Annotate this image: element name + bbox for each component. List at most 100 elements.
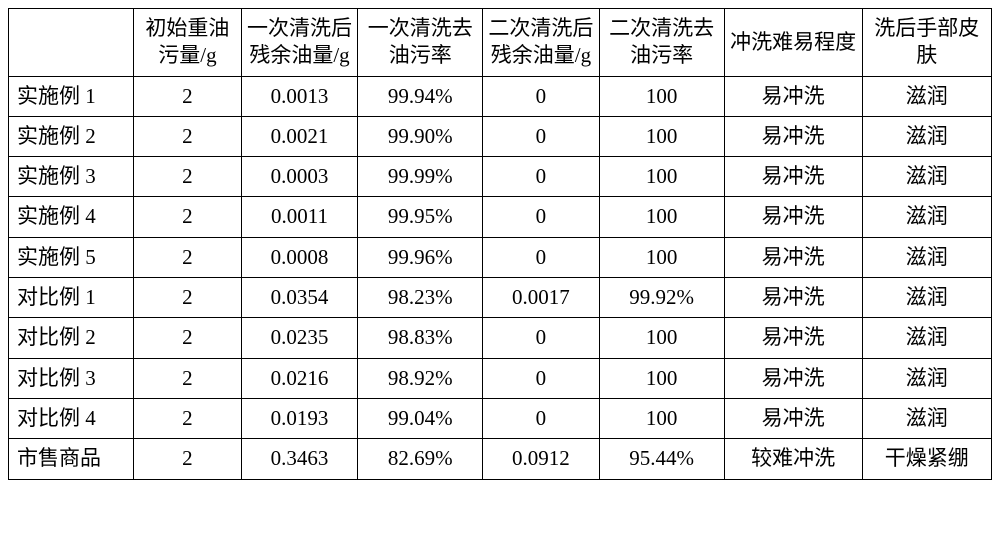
cell: 99.99% [358, 157, 483, 197]
cell: 100 [599, 358, 724, 398]
row-label: 实施例 3 [9, 157, 134, 197]
row-label: 实施例 5 [9, 237, 134, 277]
table-header-row: 初始重油污量/g 一次清洗后残余油量/g 一次清洗去油污率 二次清洗后残余油量/… [9, 9, 992, 77]
cell: 滋润 [862, 358, 991, 398]
cell: 易冲洗 [724, 116, 862, 156]
table-row: 对比例 4 2 0.0193 99.04% 0 100 易冲洗 滋润 [9, 398, 992, 438]
cell: 滋润 [862, 318, 991, 358]
cell: 98.83% [358, 318, 483, 358]
col-header-first-removal-rate: 一次清洗去油污率 [358, 9, 483, 77]
cell: 0.0235 [241, 318, 357, 358]
cell: 100 [599, 157, 724, 197]
table-row: 实施例 1 2 0.0013 99.94% 0 100 易冲洗 滋润 [9, 76, 992, 116]
cell: 2 [134, 398, 242, 438]
row-label: 实施例 2 [9, 116, 134, 156]
cell: 0 [483, 318, 599, 358]
row-label: 对比例 4 [9, 398, 134, 438]
cell: 滋润 [862, 237, 991, 277]
cell: 易冲洗 [724, 398, 862, 438]
cell: 0.0354 [241, 278, 357, 318]
cell: 0.0008 [241, 237, 357, 277]
cell: 100 [599, 237, 724, 277]
cell: 2 [134, 439, 242, 479]
row-label: 实施例 4 [9, 197, 134, 237]
cell: 0.0011 [241, 197, 357, 237]
row-label: 对比例 1 [9, 278, 134, 318]
cell: 易冲洗 [724, 157, 862, 197]
cell: 100 [599, 197, 724, 237]
table-row: 对比例 1 2 0.0354 98.23% 0.0017 99.92% 易冲洗 … [9, 278, 992, 318]
cell: 0.3463 [241, 439, 357, 479]
cell: 易冲洗 [724, 318, 862, 358]
cell: 98.23% [358, 278, 483, 318]
cell: 滋润 [862, 76, 991, 116]
table-row: 对比例 3 2 0.0216 98.92% 0 100 易冲洗 滋润 [9, 358, 992, 398]
table-body: 实施例 1 2 0.0013 99.94% 0 100 易冲洗 滋润 实施例 2… [9, 76, 992, 479]
col-header-initial-oil: 初始重油污量/g [134, 9, 242, 77]
table-row: 实施例 2 2 0.0021 99.90% 0 100 易冲洗 滋润 [9, 116, 992, 156]
cell: 95.44% [599, 439, 724, 479]
row-label: 对比例 3 [9, 358, 134, 398]
table-row: 实施例 5 2 0.0008 99.96% 0 100 易冲洗 滋润 [9, 237, 992, 277]
cell: 0 [483, 398, 599, 438]
cell: 滋润 [862, 398, 991, 438]
cell: 98.92% [358, 358, 483, 398]
cell: 2 [134, 76, 242, 116]
table-row: 实施例 3 2 0.0003 99.99% 0 100 易冲洗 滋润 [9, 157, 992, 197]
cell: 0.0013 [241, 76, 357, 116]
cell: 0 [483, 116, 599, 156]
cell: 易冲洗 [724, 358, 862, 398]
cell: 100 [599, 398, 724, 438]
cell: 易冲洗 [724, 237, 862, 277]
col-header-first-residual: 一次清洗后残余油量/g [241, 9, 357, 77]
row-label: 市售商品 [9, 439, 134, 479]
cell: 0 [483, 237, 599, 277]
cell: 2 [134, 197, 242, 237]
cell: 易冲洗 [724, 197, 862, 237]
table-row: 对比例 2 2 0.0235 98.83% 0 100 易冲洗 滋润 [9, 318, 992, 358]
cell: 0.0003 [241, 157, 357, 197]
cell: 99.94% [358, 76, 483, 116]
cell: 2 [134, 157, 242, 197]
cell: 0 [483, 76, 599, 116]
table-row: 市售商品 2 0.3463 82.69% 0.0912 95.44% 较难冲洗 … [9, 439, 992, 479]
cell: 2 [134, 358, 242, 398]
table-row: 实施例 4 2 0.0011 99.95% 0 100 易冲洗 滋润 [9, 197, 992, 237]
cell: 0.0912 [483, 439, 599, 479]
col-header-skin-after: 洗后手部皮肤 [862, 9, 991, 77]
cell: 0 [483, 358, 599, 398]
cell: 0.0017 [483, 278, 599, 318]
cell: 滋润 [862, 157, 991, 197]
cell: 99.92% [599, 278, 724, 318]
cell: 2 [134, 318, 242, 358]
cell: 2 [134, 116, 242, 156]
cell: 100 [599, 116, 724, 156]
cell: 100 [599, 76, 724, 116]
cell: 0.0193 [241, 398, 357, 438]
row-label: 实施例 1 [9, 76, 134, 116]
col-header-rinse-ease: 冲洗难易程度 [724, 9, 862, 77]
cell: 易冲洗 [724, 278, 862, 318]
data-table: 初始重油污量/g 一次清洗后残余油量/g 一次清洗去油污率 二次清洗后残余油量/… [8, 8, 992, 480]
cell: 0.0021 [241, 116, 357, 156]
col-header-blank [9, 9, 134, 77]
col-header-second-removal-rate: 二次清洗去油污率 [599, 9, 724, 77]
cell: 2 [134, 237, 242, 277]
cell: 干燥紧绷 [862, 439, 991, 479]
cell: 100 [599, 318, 724, 358]
cell: 0 [483, 157, 599, 197]
cell: 99.04% [358, 398, 483, 438]
cell: 滋润 [862, 197, 991, 237]
col-header-second-residual: 二次清洗后残余油量/g [483, 9, 599, 77]
cell: 较难冲洗 [724, 439, 862, 479]
cell: 滋润 [862, 278, 991, 318]
cell: 2 [134, 278, 242, 318]
cell: 99.96% [358, 237, 483, 277]
row-label: 对比例 2 [9, 318, 134, 358]
cell: 82.69% [358, 439, 483, 479]
cell: 滋润 [862, 116, 991, 156]
cell: 0 [483, 197, 599, 237]
cell: 易冲洗 [724, 76, 862, 116]
cell: 99.95% [358, 197, 483, 237]
cell: 0.0216 [241, 358, 357, 398]
